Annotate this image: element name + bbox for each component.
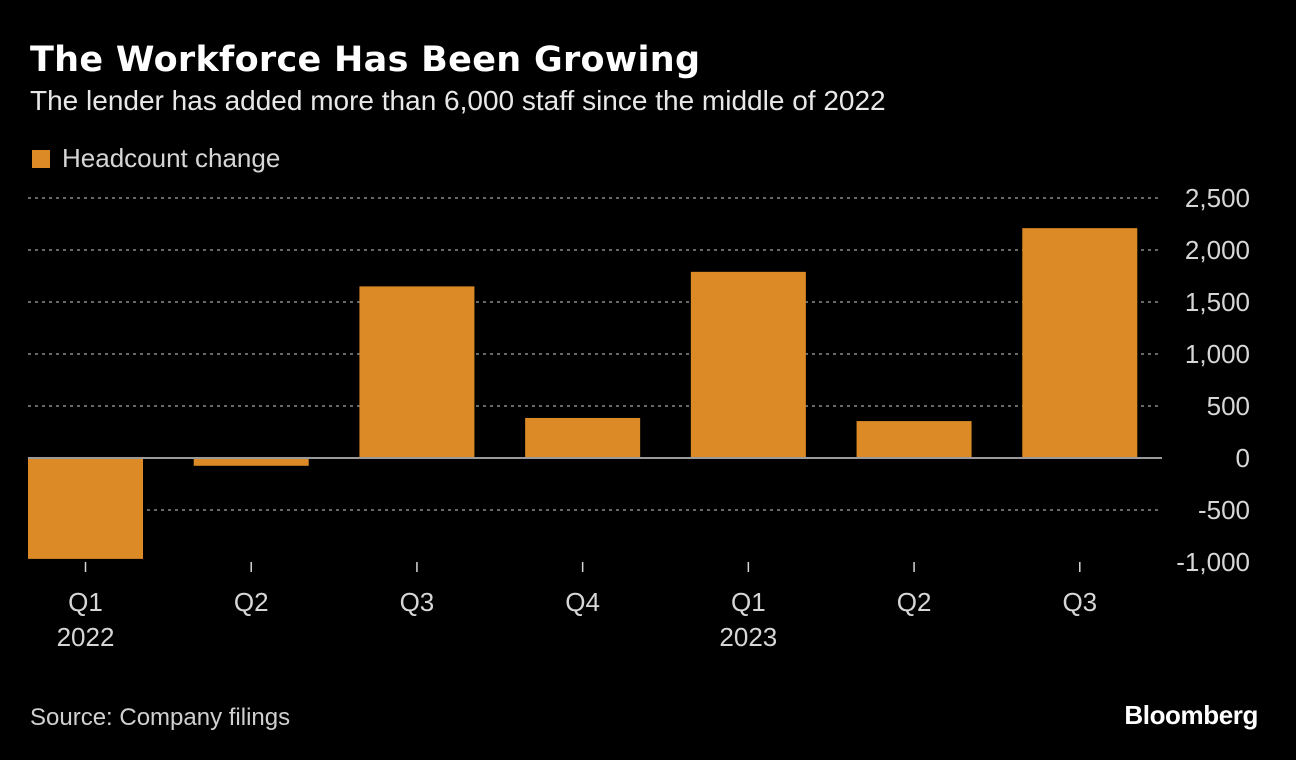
y-tick-label: 500 <box>1207 391 1250 421</box>
x-year-label: 2023 <box>719 622 777 652</box>
bar <box>525 417 641 458</box>
x-tick-label: Q2 <box>234 587 269 617</box>
bloomberg-logo: Bloomberg <box>1124 700 1258 730</box>
y-tick-label: -1,000 <box>1176 547 1250 577</box>
y-tick-label: 0 <box>1236 443 1250 473</box>
chart-subtitle: The lender has added more than 6,000 sta… <box>30 85 886 116</box>
x-tick-label: Q4 <box>565 587 600 617</box>
bar <box>690 271 806 458</box>
legend: Headcount change <box>32 143 280 174</box>
x-tick-label: Q1 <box>68 587 103 617</box>
legend-label: Headcount change <box>62 143 281 173</box>
bar <box>856 421 972 458</box>
bar <box>193 458 309 466</box>
bar-chart: 2,500 2,000 1,500 1,000 500 0 -500 -1,000 Q1 2022… <box>28 183 1250 652</box>
x-tick-label: Q3 <box>400 587 435 617</box>
y-tick-label: 2,000 <box>1185 235 1250 265</box>
y-tick-label: 2,500 <box>1185 183 1250 213</box>
chart-title: The Workforce Has Been Growing <box>30 40 701 80</box>
legend-swatch <box>32 149 50 168</box>
y-tick-label: 1,000 <box>1185 339 1250 369</box>
bar <box>28 458 143 559</box>
bar <box>1022 228 1138 458</box>
x-year-label: 2022 <box>57 622 115 652</box>
y-tick-label: -500 <box>1198 495 1250 525</box>
x-tick-label: Q2 <box>897 587 932 617</box>
bar <box>359 286 475 458</box>
x-tick-label: Q1 <box>731 587 766 617</box>
y-tick-label: 1,500 <box>1185 287 1250 317</box>
source-note: Source: Company filings <box>30 704 291 731</box>
x-tick-label: Q3 <box>1062 587 1097 617</box>
